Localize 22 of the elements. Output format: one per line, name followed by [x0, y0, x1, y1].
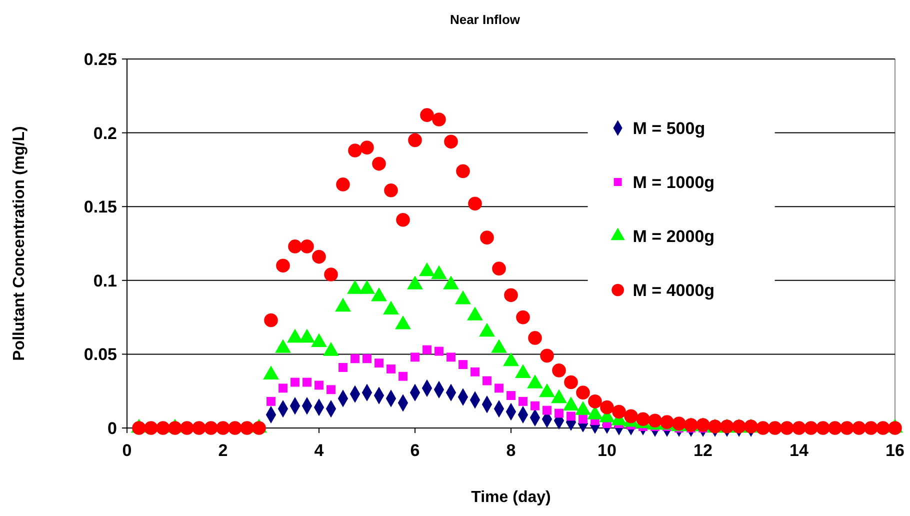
x-tick-label: 4	[314, 441, 324, 460]
y-tick-label: 0.15	[84, 198, 117, 217]
x-axis-title: Time (day)	[471, 489, 551, 506]
x-tick-label: 8	[506, 441, 516, 460]
legend-label: M = 2000g	[632, 226, 715, 246]
x-tick-label: 0	[122, 441, 132, 460]
legend-label: M = 1000g	[632, 172, 715, 192]
legend-label: M = 500g	[632, 118, 706, 138]
x-tick-label: 14	[790, 441, 809, 460]
y-axis-title: Pollutant Concentration (mg/L)	[11, 126, 28, 361]
y-tick-label: 0.25	[84, 50, 117, 69]
chart-title: Near Inflow	[450, 12, 521, 27]
y-tick-label: 0	[108, 418, 117, 438]
x-tick-label: 16	[886, 441, 904, 460]
x-tick-label: 2	[218, 441, 228, 460]
y-tick-label: 0.1	[93, 271, 117, 290]
y-tick-label: 0.05	[84, 345, 117, 364]
x-tick-label: 10	[598, 441, 616, 460]
x-tick-label: 6	[410, 441, 420, 460]
x-tick-label: 12	[694, 441, 712, 460]
legend-label: M = 4000g	[632, 280, 715, 300]
y-tick-label: 0.2	[93, 124, 117, 143]
